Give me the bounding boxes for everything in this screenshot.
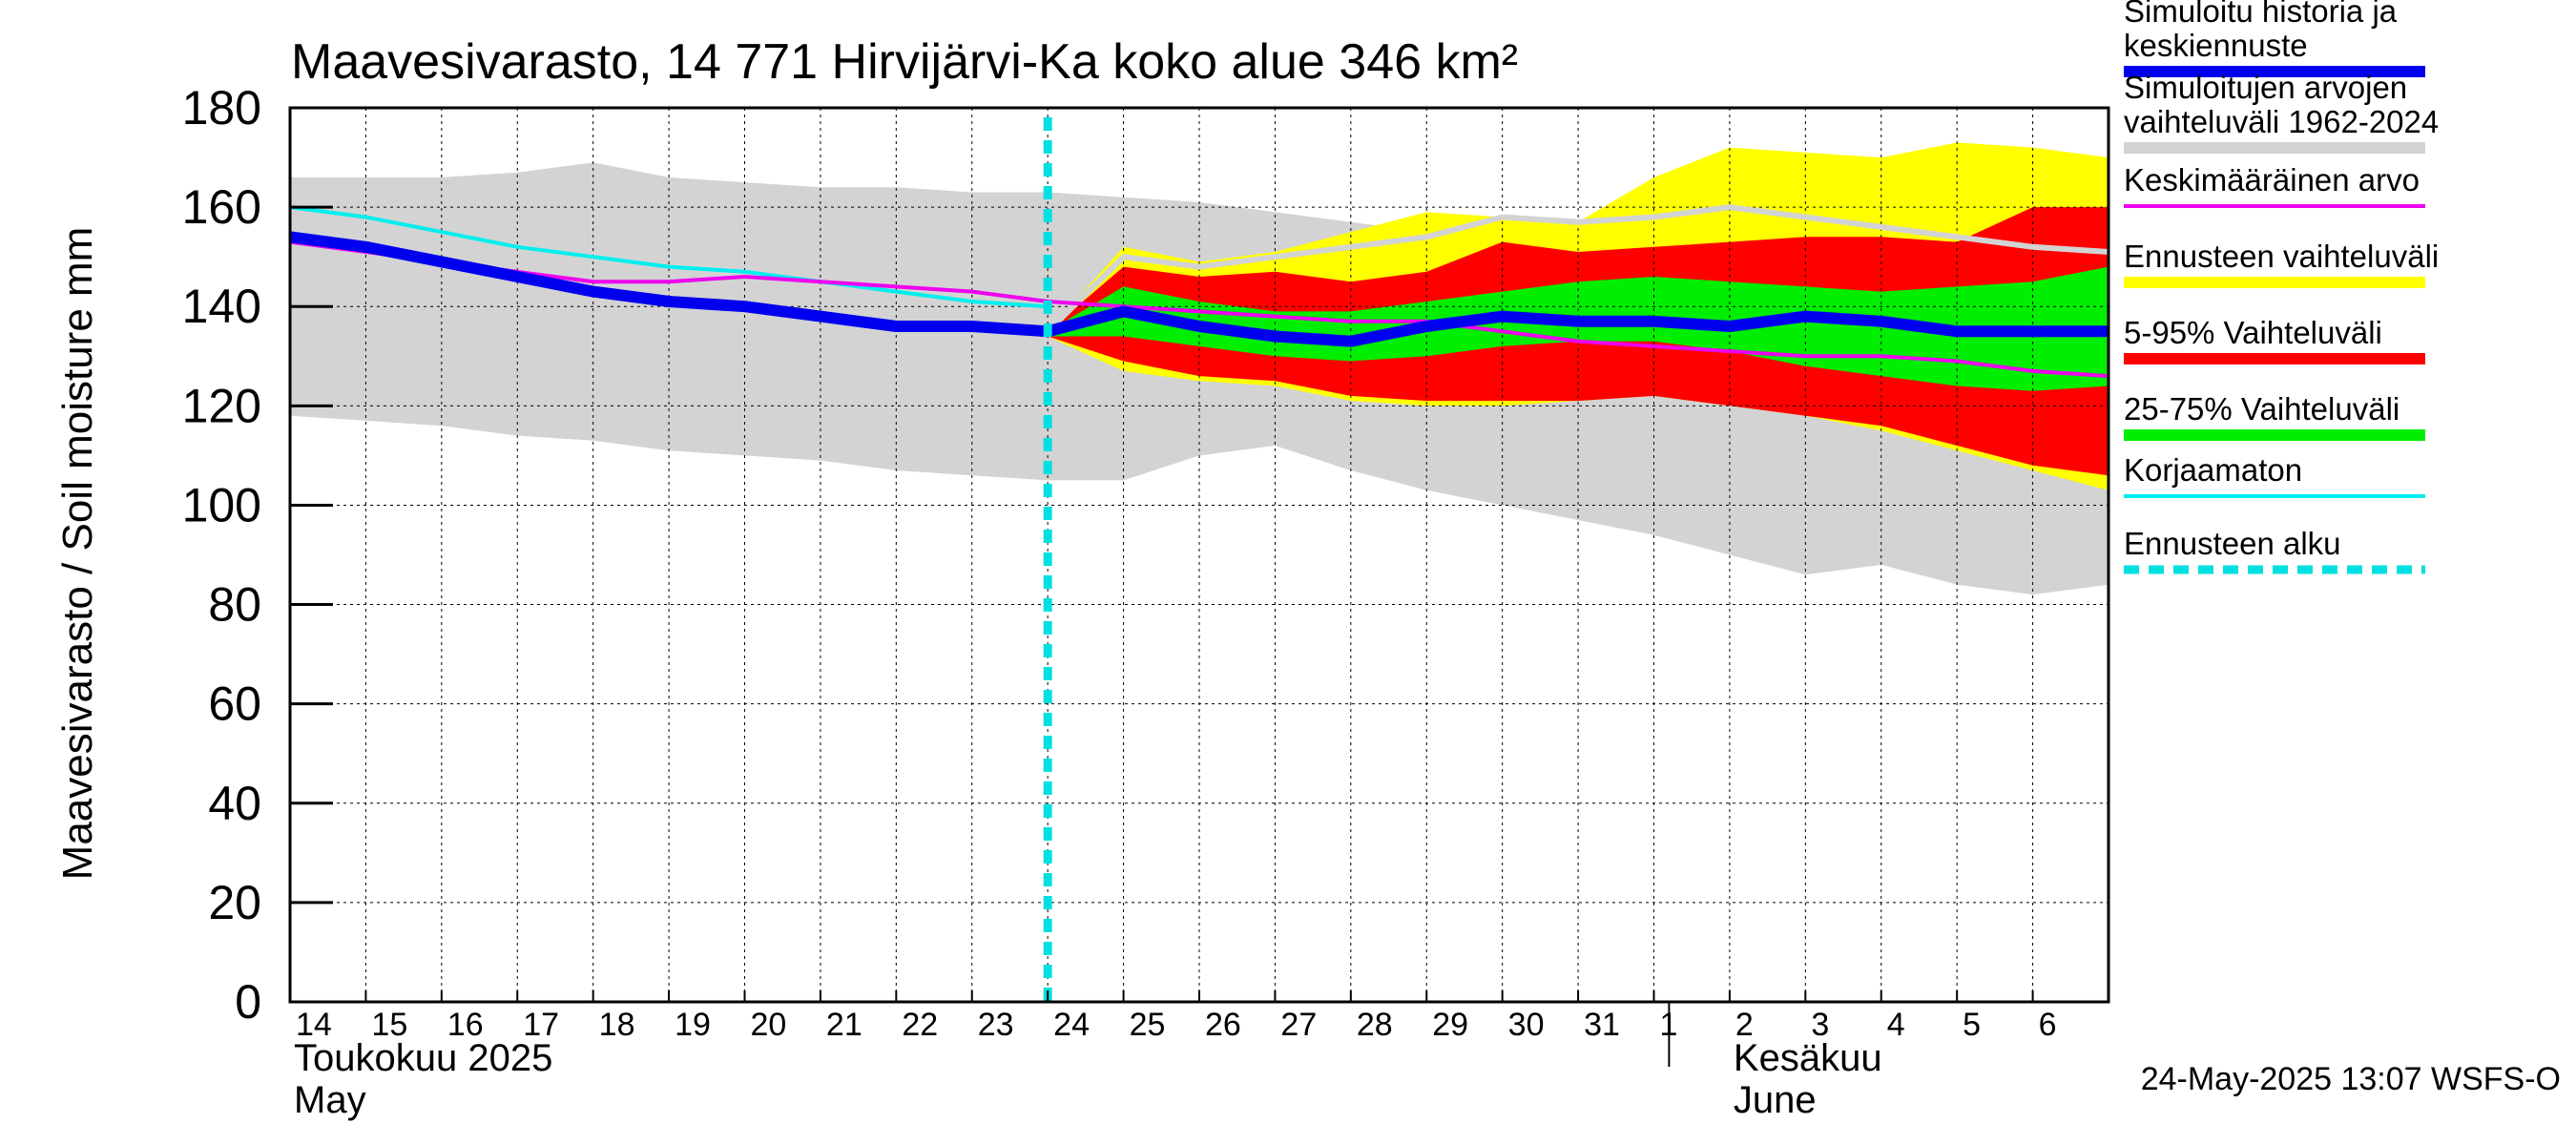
legend-label: Ennusteen vaihteluväli — [2124, 239, 2439, 274]
legend-label: Korjaamaton — [2124, 452, 2302, 488]
y-axis-label: Maavesivarasto / Soil moisture mm — [54, 227, 101, 881]
x-tick-label: 18 — [599, 1007, 635, 1043]
legend-label: 25-75% Vaihteluväli — [2124, 391, 2399, 427]
x-tick-label: 15 — [371, 1007, 407, 1043]
chart-title: Maavesivarasto, 14 771 Hirvijärvi-Ka kok… — [291, 34, 1518, 90]
legend-label: vaihteluväli 1962-2024 — [2124, 104, 2439, 139]
x-tick-label: 24 — [1053, 1007, 1090, 1043]
x-tick-label: 28 — [1357, 1007, 1393, 1043]
x-tick-label: 2 — [1735, 1007, 1754, 1043]
y-tick-label: 140 — [182, 280, 261, 333]
y-tick-label: 40 — [208, 777, 261, 830]
x-tick-label: 27 — [1280, 1007, 1317, 1043]
uncorrected-line — [289, 205, 1049, 309]
x-tick-label: 17 — [523, 1007, 559, 1043]
y-tick-label: 60 — [208, 677, 261, 731]
legend-label: Keskimääräinen arvo — [2124, 162, 2420, 198]
x-tick-label: 14 — [296, 1007, 332, 1043]
legend-label: Simuloitujen arvojen — [2124, 70, 2407, 105]
month-label-en: May — [294, 1079, 366, 1121]
variation-line — [1046, 204, 2109, 334]
history-forecast-line — [289, 231, 2109, 347]
month-label-en: June — [1734, 1079, 1817, 1121]
x-tick-label: 4 — [1887, 1007, 1905, 1043]
x-tick-label: 26 — [1205, 1007, 1241, 1043]
y-tick-label: 120 — [182, 379, 261, 432]
legend-label: Ennusteen alku — [2124, 526, 2341, 561]
data-lines — [289, 117, 2109, 1002]
y-tick-label: 0 — [235, 975, 261, 1029]
x-tick-label: 19 — [675, 1007, 711, 1043]
x-tick-label: 3 — [1811, 1007, 1829, 1043]
y-tick-label: 160 — [182, 180, 261, 234]
x-tick-label: 6 — [2039, 1007, 2057, 1043]
x-tick-label: 30 — [1508, 1007, 1545, 1043]
x-tick-label: 23 — [978, 1007, 1014, 1043]
legend-label: 5-95% Vaihteluväli — [2124, 315, 2382, 350]
x-tick-label: 21 — [826, 1007, 862, 1043]
x-tick-label: 31 — [1584, 1007, 1620, 1043]
mean-line — [289, 239, 2109, 379]
x-tick-label: 29 — [1432, 1007, 1468, 1043]
legend-label: keskiennuste — [2124, 28, 2308, 63]
timestamp: 24-May-2025 13:07 WSFS-O — [2141, 1061, 2561, 1097]
legend-label: Simuloitu historia ja — [2124, 0, 2398, 29]
grid-lines — [290, 108, 2109, 1002]
y-tick-label: 180 — [182, 81, 261, 135]
x-axis-ticks: 1415161718192021222324252627282930311234… — [289, 990, 2109, 1067]
x-tick-label: 22 — [902, 1007, 938, 1043]
y-tick-label: 20 — [208, 876, 261, 929]
x-tick-label: 20 — [751, 1007, 787, 1043]
month-label: Kesäkuu — [1734, 1037, 1882, 1079]
month-label: Toukokuu 2025 — [294, 1037, 552, 1079]
y-tick-label: 100 — [182, 478, 261, 531]
plot-area — [288, 106, 2110, 1004]
x-tick-label: 25 — [1130, 1007, 1166, 1043]
x-tick-label: 5 — [1963, 1007, 1981, 1043]
y-tick-label: 80 — [208, 578, 261, 632]
y-axis-ticks: 0 20 40 60 80 100 120 140 160 180 — [182, 81, 333, 1029]
x-tick-label: 16 — [447, 1007, 484, 1043]
